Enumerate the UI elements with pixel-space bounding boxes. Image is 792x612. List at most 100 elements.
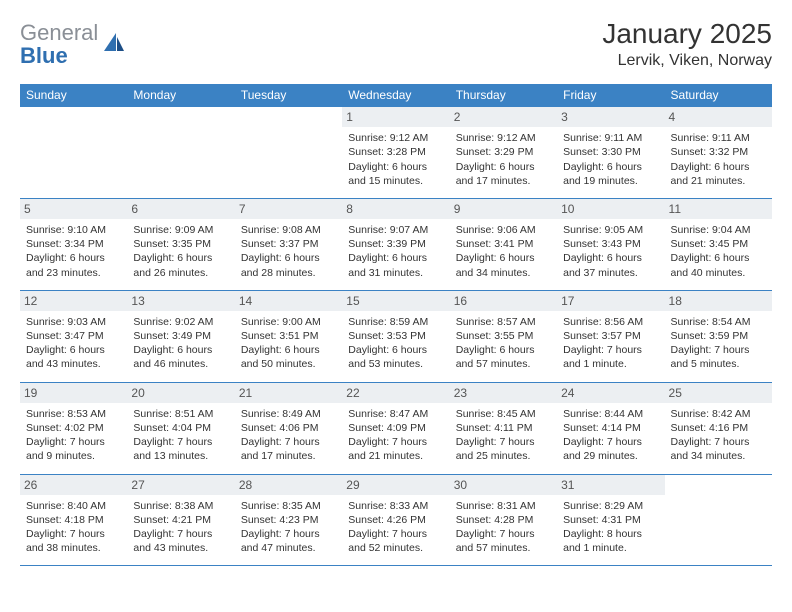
day-info-line: Daylight: 7 hours: [26, 435, 121, 449]
day-info-line: Sunrise: 8:31 AM: [456, 499, 551, 513]
day-info-line: Sunset: 4:06 PM: [241, 421, 336, 435]
day-info-line: and 52 minutes.: [348, 541, 443, 555]
calendar-cell: 3Sunrise: 9:11 AMSunset: 3:30 PMDaylight…: [557, 107, 664, 199]
calendar-row: 5Sunrise: 9:10 AMSunset: 3:34 PMDaylight…: [20, 198, 772, 290]
calendar-cell: 13Sunrise: 9:02 AMSunset: 3:49 PMDayligh…: [127, 290, 234, 382]
day-number: 28: [235, 475, 342, 495]
calendar-cell: 12 Sunrise: 9:03 AMSunset: 3:47 PMDayligh…: [20, 290, 127, 382]
day-info-line: Sunrise: 8:42 AM: [671, 407, 766, 421]
day-info-line: Sunrise: 8:44 AM: [563, 407, 658, 421]
logo-sail-icon: [102, 31, 126, 53]
day-number: 11: [665, 199, 772, 219]
day-info-line: Sunrise: 9:00 AM: [241, 315, 336, 329]
weekday-header: Wednesday: [342, 84, 449, 107]
day-info-line: Sunset: 3:51 PM: [241, 329, 336, 343]
day-info-line: and 17 minutes.: [456, 174, 551, 188]
day-info-line: and 21 minutes.: [348, 449, 443, 463]
day-number: 18: [665, 291, 772, 311]
calendar-cell: 4Sunrise: 9:11 AMSunset: 3:32 PMDaylight…: [665, 107, 772, 199]
day-info-line: Daylight: 6 hours: [241, 343, 336, 357]
day-number: 6: [127, 199, 234, 219]
day-info-line: Sunset: 3:47 PM: [26, 329, 121, 343]
day-info-line: and 26 minutes.: [133, 266, 228, 280]
day-info-line: and 15 minutes.: [348, 174, 443, 188]
day-info-line: Sunset: 3:32 PM: [671, 145, 766, 159]
day-info-line: Sunset: 3:39 PM: [348, 237, 443, 251]
calendar-cell: 20Sunrise: 8:51 AMSunset: 4:04 PMDayligh…: [127, 382, 234, 474]
weekday-header: Thursday: [450, 84, 557, 107]
day-info-line: Sunset: 4:11 PM: [456, 421, 551, 435]
day-info-line: Daylight: 6 hours: [456, 251, 551, 265]
calendar-cell: 29Sunrise: 8:33 AMSunset: 4:26 PMDayligh…: [342, 474, 449, 566]
day-number: 1: [342, 107, 449, 127]
calendar-cell: .: [665, 474, 772, 566]
day-info-line: Sunrise: 9:11 AM: [563, 131, 658, 145]
day-number: 16: [450, 291, 557, 311]
day-info-line: Daylight: 7 hours: [671, 343, 766, 357]
day-info-line: and 47 minutes.: [241, 541, 336, 555]
calendar-cell: 28Sunrise: 8:35 AMSunset: 4:23 PMDayligh…: [235, 474, 342, 566]
calendar-cell: 15Sunrise: 8:59 AMSunset: 3:53 PMDayligh…: [342, 290, 449, 382]
day-info-line: Sunset: 4:28 PM: [456, 513, 551, 527]
day-info-line: Sunrise: 8:40 AM: [26, 499, 121, 513]
calendar-cell: 5Sunrise: 9:10 AMSunset: 3:34 PMDaylight…: [20, 198, 127, 290]
day-number: 2: [450, 107, 557, 127]
day-info-line: Sunrise: 9:09 AM: [133, 223, 228, 237]
day-info-line: and 23 minutes.: [26, 266, 121, 280]
day-info-line: and 57 minutes.: [456, 541, 551, 555]
day-number: 21: [235, 383, 342, 403]
day-info-line: Daylight: 7 hours: [26, 527, 121, 541]
day-info-line: Sunset: 3:37 PM: [241, 237, 336, 251]
day-info-line: and 57 minutes.: [456, 357, 551, 371]
day-info-line: Sunrise: 9:06 AM: [456, 223, 551, 237]
day-info-line: Sunrise: 9:12 AM: [348, 131, 443, 145]
day-number: 9: [450, 199, 557, 219]
calendar-cell: 10Sunrise: 9:05 AMSunset: 3:43 PMDayligh…: [557, 198, 664, 290]
day-info-line: Daylight: 7 hours: [563, 343, 658, 357]
weekday-header: Friday: [557, 84, 664, 107]
day-info-line: Sunrise: 9:07 AM: [348, 223, 443, 237]
day-info-line: Sunrise: 8:56 AM: [563, 315, 658, 329]
day-number: 12: [20, 291, 127, 311]
day-info-line: Sunrise: 9:08 AM: [241, 223, 336, 237]
day-info-line: Sunrise: 9:03 AM: [26, 315, 121, 329]
day-info-line: Daylight: 7 hours: [133, 527, 228, 541]
calendar-cell: 22Sunrise: 8:47 AMSunset: 4:09 PMDayligh…: [342, 382, 449, 474]
day-info-line: Daylight: 7 hours: [456, 435, 551, 449]
day-info-line: Sunrise: 9:12 AM: [456, 131, 551, 145]
day-info-line: Sunset: 3:28 PM: [348, 145, 443, 159]
day-info-line: Sunrise: 9:11 AM: [671, 131, 766, 145]
day-info-line: Sunset: 4:02 PM: [26, 421, 121, 435]
calendar-body: ...1Sunrise: 9:12 AMSunset: 3:28 PMDayli…: [20, 107, 772, 566]
day-info-line: Daylight: 8 hours: [563, 527, 658, 541]
day-info-line: Sunrise: 9:02 AM: [133, 315, 228, 329]
day-number: 14: [235, 291, 342, 311]
weekday-header: Saturday: [665, 84, 772, 107]
day-number: 24: [557, 383, 664, 403]
day-info-line: Sunrise: 8:49 AM: [241, 407, 336, 421]
day-info-line: Sunset: 4:31 PM: [563, 513, 658, 527]
day-info-line: and 25 minutes.: [456, 449, 551, 463]
day-info-line: Sunrise: 8:51 AM: [133, 407, 228, 421]
day-info-line: Daylight: 6 hours: [563, 251, 658, 265]
day-info-line: Sunrise: 8:33 AM: [348, 499, 443, 513]
day-info-line: Daylight: 6 hours: [563, 160, 658, 174]
day-info-line: Sunset: 4:23 PM: [241, 513, 336, 527]
day-info-line: Sunrise: 9:04 AM: [671, 223, 766, 237]
day-info-line: Sunset: 3:55 PM: [456, 329, 551, 343]
calendar-row: ...1Sunrise: 9:12 AMSunset: 3:28 PMDayli…: [20, 107, 772, 199]
day-info-line: and 21 minutes.: [671, 174, 766, 188]
logo-text-general: General: [20, 20, 98, 45]
day-info-line: Daylight: 7 hours: [133, 435, 228, 449]
day-info-line: and 50 minutes.: [241, 357, 336, 371]
day-info-line: Sunset: 4:26 PM: [348, 513, 443, 527]
day-info-line: Sunrise: 8:38 AM: [133, 499, 228, 513]
calendar-head: SundayMondayTuesdayWednesdayThursdayFrid…: [20, 84, 772, 107]
day-info-line: and 34 minutes.: [456, 266, 551, 280]
day-info-line: Daylight: 6 hours: [26, 251, 121, 265]
day-info-line: and 53 minutes.: [348, 357, 443, 371]
day-info-line: Sunrise: 9:05 AM: [563, 223, 658, 237]
day-number: 25: [665, 383, 772, 403]
day-number: 15: [342, 291, 449, 311]
day-info-line: Daylight: 6 hours: [26, 343, 121, 357]
